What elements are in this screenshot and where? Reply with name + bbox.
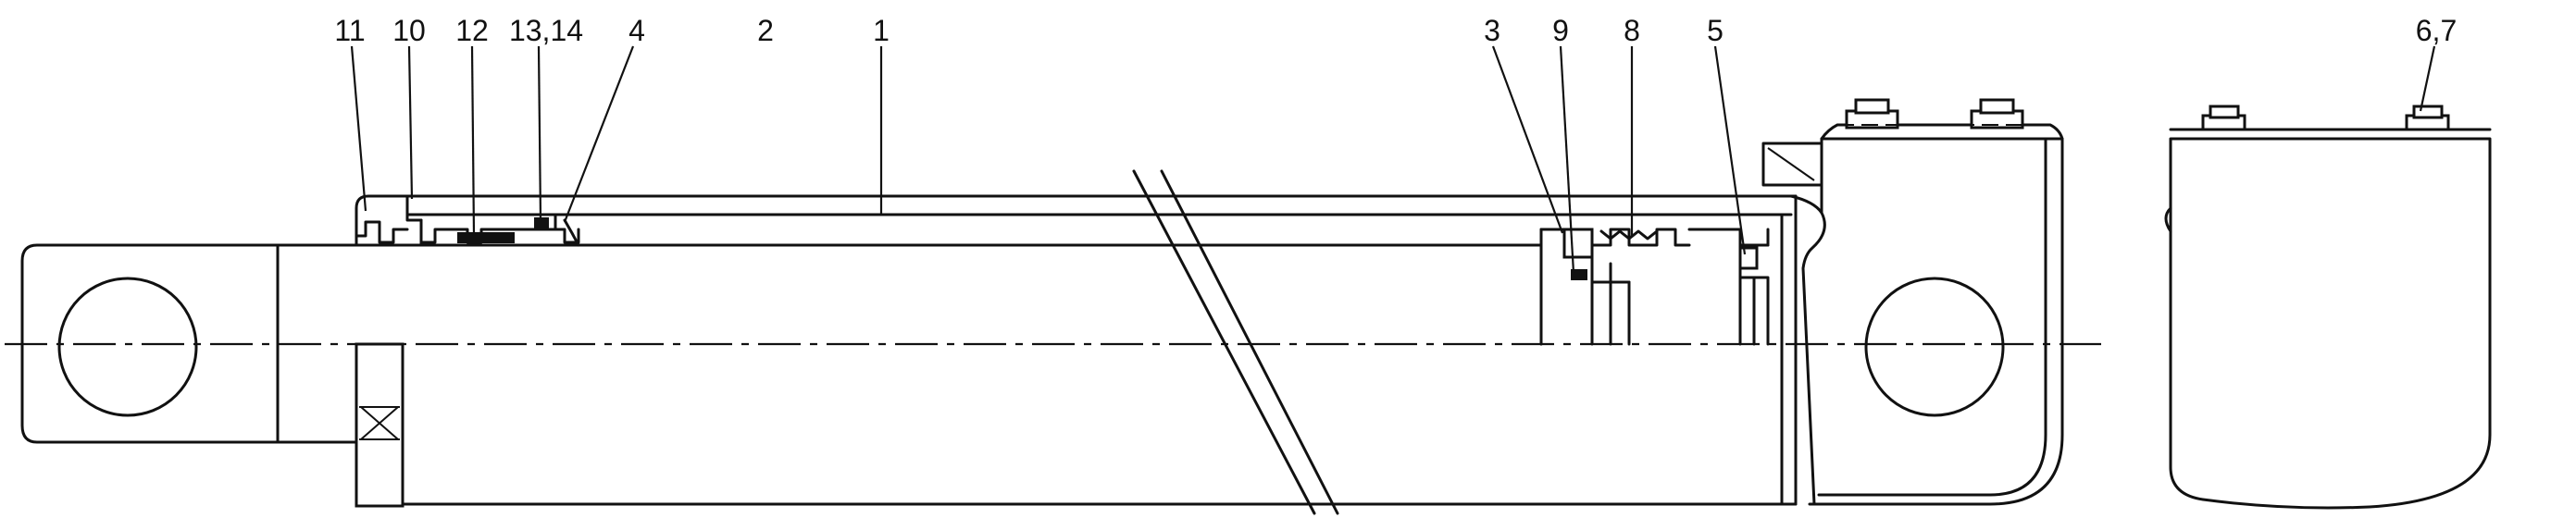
label-9: 9 (1552, 14, 1569, 47)
label-1: 1 (873, 14, 890, 47)
label-12: 12 (455, 14, 489, 47)
piston-rod (276, 243, 1798, 506)
label-4: 4 (628, 14, 645, 47)
label-11: 11 (334, 14, 365, 47)
rod-eye (20, 243, 280, 444)
label-5: 5 (1707, 14, 1724, 47)
label-13-14: 13,14 (509, 14, 583, 47)
side-view (2164, 105, 2492, 510)
gland-assembly (355, 194, 1798, 508)
leader-lines (350, 45, 2436, 274)
label-2: 2 (757, 14, 774, 47)
part-labels: 11 10 12 13,14 4 2 1 3 9 8 5 6,7 (334, 14, 2457, 47)
base-clevis (1761, 98, 2064, 506)
label-3: 3 (1484, 14, 1500, 47)
label-6-7: 6,7 (2416, 14, 2457, 47)
break-lines (1132, 169, 1339, 515)
label-10: 10 (392, 14, 426, 47)
label-8: 8 (1624, 14, 1640, 47)
piston (1539, 228, 1770, 346)
